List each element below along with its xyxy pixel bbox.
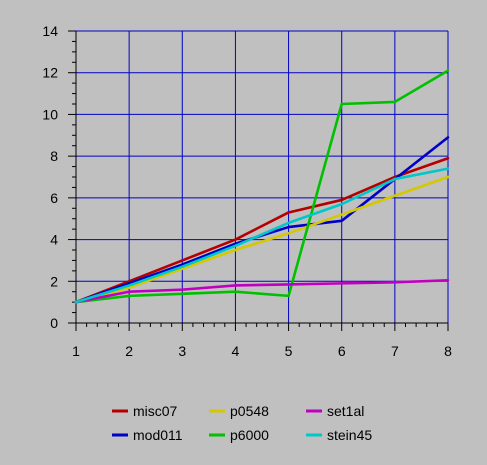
x-tick-label: 8 [444, 343, 452, 359]
x-tick-label: 5 [285, 343, 293, 359]
y-tick-label: 10 [42, 106, 58, 122]
x-tick-label: 3 [178, 343, 186, 359]
legend-label-set1al: set1al [327, 403, 364, 419]
series-line-stein45 [74, 167, 450, 304]
legend-label-p6000: p6000 [230, 427, 269, 443]
y-tick-label: 12 [42, 65, 58, 81]
y-tick-label: 8 [50, 148, 58, 164]
legend-label-stein45: stein45 [327, 427, 372, 443]
series-line-p0548 [74, 175, 450, 304]
legend-label-p0548: p0548 [230, 403, 269, 419]
series-line-set1al [74, 278, 450, 304]
y-tick-label: 6 [50, 190, 58, 206]
series-line-p6000 [74, 69, 450, 304]
x-tick-label: 2 [125, 343, 133, 359]
x-tick-label: 7 [391, 343, 399, 359]
series-lines [74, 69, 450, 304]
legend: misc07 mod011 p0548 p6000 set1al stein45 [112, 403, 372, 443]
y-tick-label: 0 [50, 315, 58, 331]
x-tick-label: 6 [338, 343, 346, 359]
legend-label-misc07: misc07 [133, 403, 178, 419]
y-tick-label: 14 [42, 23, 58, 39]
x-tick-label: 4 [232, 343, 240, 359]
y-tick-label: 4 [50, 232, 58, 248]
y-tick-label: 2 [50, 273, 58, 289]
series-line-misc07 [74, 156, 450, 304]
legend-label-mod011: mod011 [133, 427, 183, 443]
series-line-mod011 [74, 136, 450, 304]
x-tick-label: 1 [72, 343, 80, 359]
